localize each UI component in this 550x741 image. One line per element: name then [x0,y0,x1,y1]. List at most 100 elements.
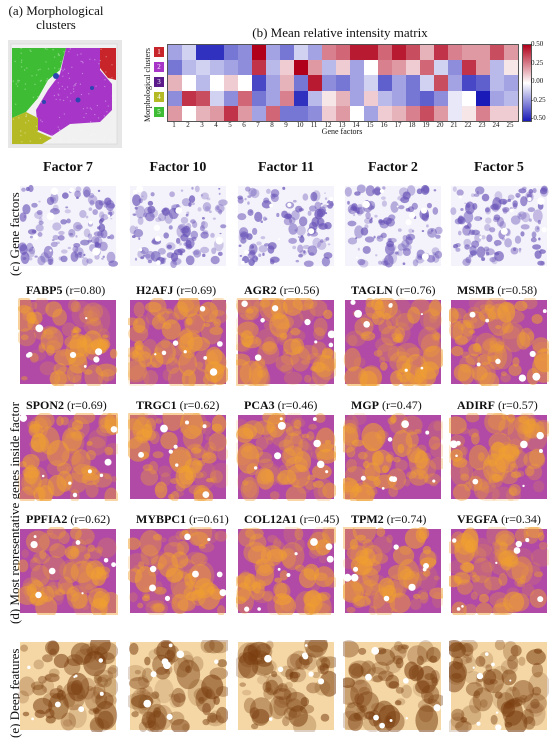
heatmap-cell [420,45,434,61]
heatmap-cell [392,90,406,106]
heatmap-cell [504,45,518,61]
factor-title: Factor 10 [149,160,207,175]
gene-label: TRGC1 (r=0.62) [136,398,219,413]
gene-expression-map [18,527,118,615]
heatmap-x-tick: 22 [464,121,472,129]
gene-expression-map [18,413,118,501]
gene-label: SPON2 (r=0.69) [26,398,107,413]
panel-a-title: (a) Morphological clusters [0,4,112,32]
heatmap-cell [280,75,294,91]
deep-feature-map [449,640,549,732]
cluster-4-region [12,112,52,144]
gene-expression-map [18,298,118,386]
gene-correlation: (r=0.76) [392,283,436,297]
gene-name: FABP5 [26,283,63,297]
heatmap-cell [476,105,490,121]
heatmap-cell [224,75,238,91]
heatmap-cell [462,90,476,106]
gene-correlation: (r=0.58) [494,283,538,297]
deep-feature-map [236,640,336,732]
heatmap-cell [406,105,420,121]
gene-correlation: (r=0.34) [498,512,541,526]
gene-label: FABP5 (r=0.80) [26,283,105,298]
heatmap-cell [322,105,336,121]
heatmap-cell [322,60,336,76]
gene-name: MYBPC1 [136,512,186,526]
heatmap-cell [462,45,476,61]
gene-correlation: (r=0.47) [379,398,422,412]
gene-label: AGR2 (r=0.56) [244,283,319,298]
heatmap-cell [392,45,406,61]
gene-correlation: (r=0.62) [176,398,220,412]
heatmap-x-tick: 19 [422,121,430,129]
heatmap-cell [224,105,238,121]
heatmap-cell [392,75,406,91]
gene-correlation: (r=0.57) [495,398,538,412]
heatmap-cell [406,60,420,76]
heatmap-cell [252,60,266,76]
factor-title: Factor 11 [257,160,315,175]
heatmap-x-tick: 12 [324,121,332,129]
heatmap-cell [448,105,462,121]
gene-factor-map [344,184,443,268]
heatmap-cell [294,105,308,121]
heatmap-cell [196,90,210,106]
heatmap-cell [210,60,224,76]
intensity-heatmap [167,44,519,122]
heatmap-cell [378,90,392,106]
heatmap-cell [238,75,252,91]
gene-name: TPM2 [351,512,384,526]
heatmap-cell [336,75,350,91]
heatmap-x-tick: 9 [284,121,288,129]
heatmap-cell [420,60,434,76]
heatmap-x-tick: 25 [506,121,514,129]
heatmap-xlabel: Gene factors [321,127,363,136]
heatmap-ylabel: Morphological clusters [143,48,152,122]
gene-name: PCA3 [244,398,275,412]
heatmap-cell [336,105,350,121]
gene-expression-map [449,298,549,386]
heatmap-cell [252,75,266,91]
colorbar [522,44,532,122]
heatmap-cell [364,75,378,91]
heatmap-cell [238,60,252,76]
factor-title: Factor 7 [43,160,93,175]
heatmap-cell [294,75,308,91]
heatmap-cell [434,75,448,91]
gene-name: PPFIA2 [26,512,68,526]
deep-feature-map [18,640,118,732]
colorbar-tick: 0.25 [531,58,544,67]
heatmap-cell [490,45,504,61]
panel-a-title-line2: clusters [36,17,76,32]
heatmap-cell [476,45,490,61]
heatmap-cell [504,105,518,121]
heatmap-cell [294,60,308,76]
gene-label: ADIRF (r=0.57) [457,398,538,413]
gene-factor-map [129,185,228,268]
cluster-badge: 4 [154,92,164,103]
gene-expression-map [449,527,549,615]
heatmap-x-tick: 3 [200,121,204,129]
morphological-cluster-map [8,40,122,148]
cluster-badge: 3 [154,77,164,87]
heatmap-cell [378,45,392,61]
gene-label: COL12A1 (r=0.45) [244,512,339,527]
heatmap-cell [350,105,364,121]
heatmap-cell [168,75,182,91]
gene-correlation: (r=0.69) [173,283,217,297]
factor-title: Factor 5 [474,160,524,175]
heatmap-x-tick: 1 [172,121,176,129]
heatmap-x-tick: 23 [478,121,486,129]
heatmap-cell [490,105,504,121]
gene-correlation: (r=0.45) [296,512,340,526]
heatmap-cell [434,105,448,121]
heatmap-cell [224,60,238,76]
gene-name: TRGC1 [136,398,177,412]
gene-correlation: (r=0.46) [274,398,318,412]
heatmap-x-tick: 8 [270,121,274,129]
cluster-2-region [36,48,112,136]
gene-name: COL12A1 [244,512,297,526]
cluster-badge: 5 [154,107,164,118]
gene-correlation: (r=0.56) [276,283,320,297]
colorbar-ticks: 0.50 0.25 0.00 -0.25 -0.50 [531,40,550,122]
